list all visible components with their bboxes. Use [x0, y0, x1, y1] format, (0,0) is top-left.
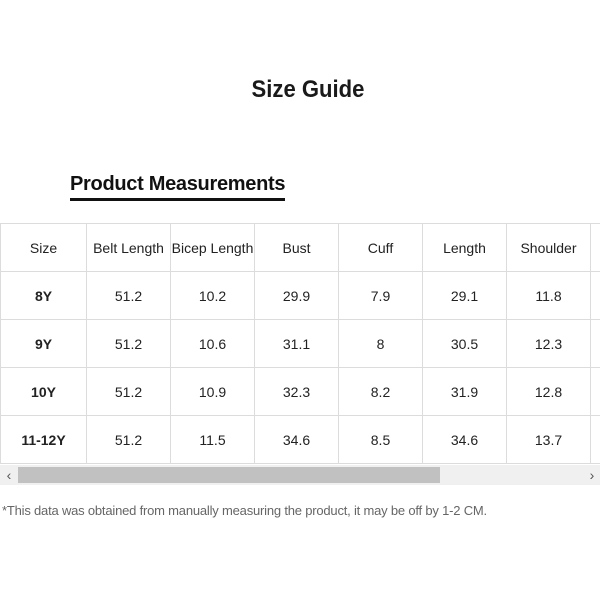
table-cell: 8 — [338, 319, 423, 368]
table-cell: 34.6 — [254, 415, 339, 464]
size-cell: 10Y — [0, 367, 87, 416]
table-cell: 29.9 — [254, 271, 339, 320]
table-cell: 12.3 — [506, 319, 591, 368]
header-bust: Bust — [254, 223, 339, 272]
horizontal-scrollbar[interactable]: ‹ › — [0, 465, 600, 485]
scroll-left-icon[interactable]: ‹ — [6, 467, 12, 483]
size-cell: 8Y — [0, 271, 87, 320]
measurements-table: Size Belt Length Bicep Length Bust Cuff … — [0, 223, 600, 464]
header-truncated: S — [590, 223, 600, 272]
section-heading: Product Measurements — [70, 173, 285, 201]
header-cuff: Cuff — [338, 223, 423, 272]
table-cell: 34.6 — [422, 415, 507, 464]
table-cell: 12.8 — [506, 367, 591, 416]
table-cell: 51.2 — [86, 319, 171, 368]
table-cell: 51.2 — [86, 271, 171, 320]
table-cell: 10.2 — [170, 271, 255, 320]
table-cell: 11.5 — [170, 415, 255, 464]
table-cell: 13.7 — [506, 415, 591, 464]
table-cell — [590, 271, 600, 320]
table-cell — [590, 319, 600, 368]
table-header-row: Size Belt Length Bicep Length Bust Cuff … — [0, 223, 600, 272]
table-cell: 32.3 — [254, 367, 339, 416]
table-cell: 51.2 — [86, 415, 171, 464]
table-cell: 10.9 — [170, 367, 255, 416]
header-belt-length: Belt Length — [86, 223, 171, 272]
table-cell: 31.9 — [422, 367, 507, 416]
header-size: Size — [0, 223, 87, 272]
table-cell: 51.2 — [86, 367, 171, 416]
header-shoulder: Shoulder — [506, 223, 591, 272]
measurements-table-viewport[interactable]: Size Belt Length Bicep Length Bust Cuff … — [0, 223, 600, 465]
table-cell: 11.8 — [506, 271, 591, 320]
scrollbar-thumb[interactable] — [18, 467, 440, 483]
table-cell: 30.5 — [422, 319, 507, 368]
table-cell: 10.6 — [170, 319, 255, 368]
header-length: Length — [422, 223, 507, 272]
table-cell — [590, 367, 600, 416]
table-cell: 31.1 — [254, 319, 339, 368]
size-cell: 9Y — [0, 319, 87, 368]
table-cell: 29.1 — [422, 271, 507, 320]
table-row: 9Y 51.2 10.6 31.1 8 30.5 12.3 — [0, 319, 600, 368]
table-row: 10Y 51.2 10.9 32.3 8.2 31.9 12.8 — [0, 367, 600, 416]
table-cell: 7.9 — [338, 271, 423, 320]
scroll-right-icon[interactable]: › — [589, 467, 595, 483]
header-bicep-length: Bicep Length — [170, 223, 255, 272]
page-title: Size Guide — [251, 76, 365, 103]
table-cell: 8.5 — [338, 415, 423, 464]
table-row: 8Y 51.2 10.2 29.9 7.9 29.1 11.8 — [0, 271, 600, 320]
table-cell — [590, 415, 600, 464]
measurement-disclaimer: *This data was obtained from manually me… — [2, 503, 487, 518]
table-row: 11-12Y 51.2 11.5 34.6 8.5 34.6 13.7 — [0, 415, 600, 464]
table-cell: 8.2 — [338, 367, 423, 416]
size-cell: 11-12Y — [0, 415, 87, 464]
